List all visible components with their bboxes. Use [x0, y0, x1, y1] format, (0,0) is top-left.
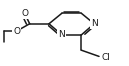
Text: Cl: Cl: [102, 53, 111, 62]
Text: N: N: [59, 30, 65, 39]
Text: O: O: [21, 9, 28, 18]
Text: N: N: [91, 19, 98, 28]
Text: O: O: [13, 27, 20, 36]
